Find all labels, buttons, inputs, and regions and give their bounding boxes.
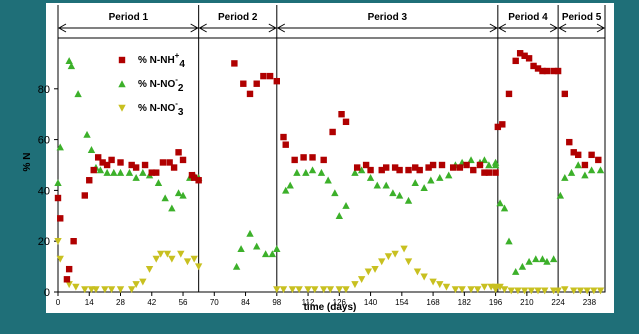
- data-point: [142, 162, 148, 168]
- data-point: [320, 157, 326, 163]
- x-tick-label: 42: [147, 298, 156, 307]
- y-tick-label: 0: [44, 287, 50, 299]
- data-point: [195, 177, 201, 183]
- data-point: [291, 157, 297, 163]
- data-point: [86, 177, 92, 183]
- data-point: [55, 195, 61, 201]
- data-point: [512, 58, 518, 64]
- data-point: [240, 81, 246, 87]
- data-point: [506, 91, 512, 97]
- data-point: [396, 167, 402, 173]
- data-point: [329, 129, 335, 135]
- period-label: Period 2: [218, 12, 258, 23]
- x-tick-label: 154: [395, 298, 409, 307]
- x-tick-label: 196: [489, 298, 503, 307]
- x-tick-label: 70: [210, 298, 219, 307]
- data-point: [526, 55, 532, 61]
- data-point: [477, 162, 483, 168]
- data-point: [133, 164, 139, 170]
- data-point: [260, 73, 266, 79]
- data-point: [457, 164, 463, 170]
- x-tick-label: 238: [583, 298, 597, 307]
- data-point: [588, 152, 594, 158]
- data-point: [405, 167, 411, 173]
- data-point: [91, 167, 97, 173]
- data-point: [66, 266, 72, 272]
- legend-marker: [119, 57, 125, 63]
- data-point: [439, 162, 445, 168]
- data-point: [595, 157, 601, 163]
- data-point: [416, 167, 422, 173]
- data-point: [254, 81, 260, 87]
- x-tick-label: 0: [56, 298, 61, 307]
- period-label: Period 3: [368, 12, 408, 23]
- data-point: [309, 154, 315, 160]
- data-point: [470, 167, 476, 173]
- data-point: [280, 134, 286, 140]
- data-point: [544, 68, 550, 74]
- data-point: [555, 68, 561, 74]
- data-point: [486, 169, 492, 175]
- data-point: [70, 238, 76, 244]
- x-tick-label: 182: [458, 298, 472, 307]
- data-point: [343, 119, 349, 125]
- data-point: [354, 164, 360, 170]
- y-axis-label: % N: [22, 153, 33, 172]
- data-point: [171, 164, 177, 170]
- x-tick-label: 84: [241, 298, 250, 307]
- y-tick-label: 60: [38, 135, 50, 147]
- y-tick-label: 20: [38, 236, 50, 248]
- plot-background: [46, 3, 614, 313]
- data-point: [153, 169, 159, 175]
- data-point: [575, 152, 581, 158]
- x-tick-label: 98: [272, 298, 281, 307]
- data-point: [367, 167, 373, 173]
- x-tick-label: 168: [426, 298, 440, 307]
- data-point: [160, 159, 166, 165]
- data-point: [175, 149, 181, 155]
- data-point: [180, 157, 186, 163]
- data-point: [57, 215, 63, 221]
- y-tick-label: 40: [38, 185, 50, 197]
- data-point: [582, 162, 588, 168]
- x-tick-label: 224: [551, 298, 565, 307]
- period-label: Period 5: [562, 12, 602, 23]
- data-point: [566, 139, 572, 145]
- y-tick-label: 80: [38, 84, 50, 96]
- data-point: [108, 157, 114, 163]
- x-tick-label: 140: [364, 298, 378, 307]
- data-point: [300, 154, 306, 160]
- data-point: [430, 162, 436, 168]
- data-point: [117, 159, 123, 165]
- data-point: [338, 111, 344, 117]
- data-point: [562, 91, 568, 97]
- x-axis-label: time (days): [304, 302, 357, 313]
- data-point: [463, 162, 469, 168]
- data-point: [247, 91, 253, 97]
- data-point: [231, 60, 237, 66]
- data-point: [274, 78, 280, 84]
- x-tick-label: 14: [85, 298, 94, 307]
- data-point: [64, 276, 70, 282]
- x-tick-label: 56: [179, 298, 188, 307]
- x-tick-label: 210: [520, 298, 534, 307]
- data-point: [82, 192, 88, 198]
- data-point: [283, 141, 289, 147]
- period-label: Period 1: [109, 12, 149, 23]
- data-point: [267, 73, 273, 79]
- data-point: [383, 164, 389, 170]
- data-point: [492, 169, 498, 175]
- period-label: Period 4: [508, 12, 548, 23]
- data-point: [499, 121, 505, 127]
- x-tick-label: 28: [116, 298, 125, 307]
- data-point: [450, 164, 456, 170]
